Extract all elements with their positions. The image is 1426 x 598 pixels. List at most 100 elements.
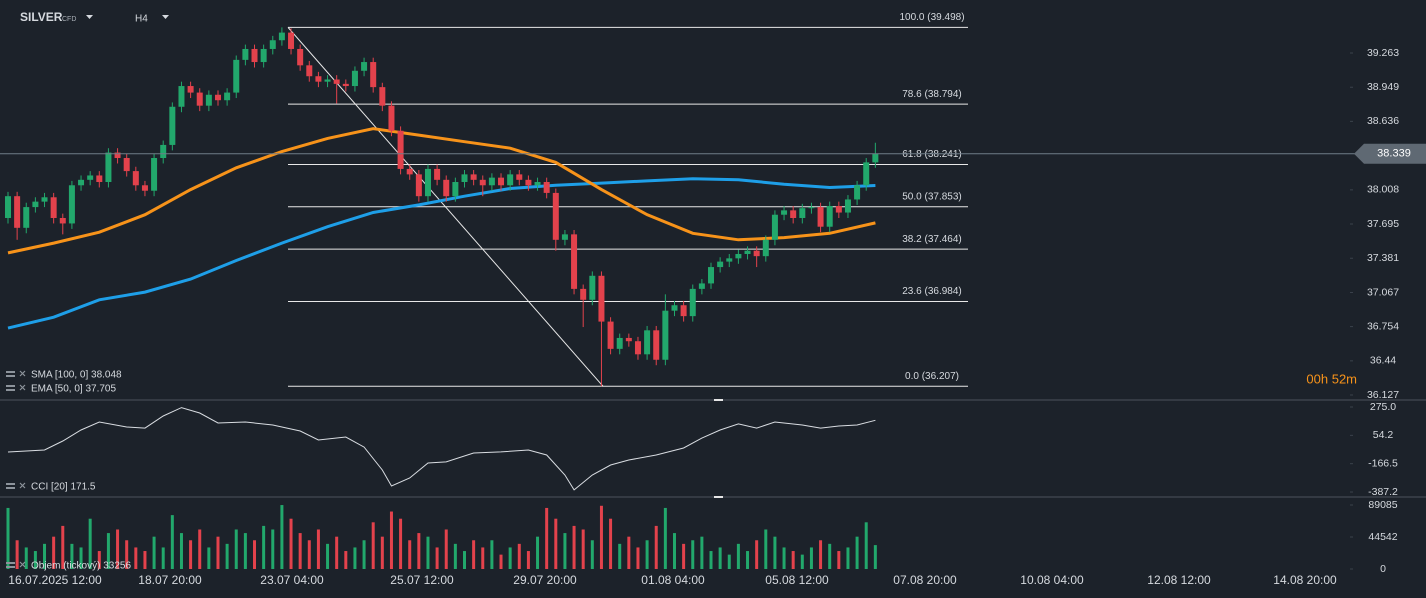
y-tick-label: 38.636	[1367, 115, 1399, 127]
candle-body	[214, 94, 221, 101]
candle-body	[50, 197, 57, 218]
dropdown-arrow[interactable]	[162, 15, 169, 19]
candle-body	[434, 168, 441, 180]
legend-icon	[6, 385, 15, 387]
candle-body	[488, 177, 495, 186]
volume-bar	[618, 543, 622, 569]
candle-body	[662, 310, 669, 360]
fib-label: 0.0 (36.207)	[905, 371, 959, 382]
volume-bar	[253, 540, 257, 569]
y-tick-label: 89085	[1368, 499, 1397, 511]
candle-body	[625, 337, 632, 342]
legend-close	[19, 384, 26, 391]
x-tick-label: 18.07 20:00	[138, 573, 202, 587]
volume-bar	[864, 522, 868, 569]
candle-body	[452, 182, 459, 197]
volume-bar	[809, 547, 813, 569]
volume-bar	[463, 551, 466, 569]
legend-icon	[6, 389, 15, 391]
candle-body	[370, 62, 377, 88]
symbol-selector[interactable]: SILVER CFD	[20, 10, 93, 24]
candle-body	[87, 175, 94, 180]
candle-body	[634, 341, 641, 355]
candle-body	[361, 62, 368, 71]
candle-body	[269, 40, 276, 49]
last-price-label: 38.339	[1377, 148, 1411, 160]
candle-body	[507, 174, 514, 186]
volume-bar	[271, 529, 275, 569]
volume-bar	[298, 533, 302, 569]
candle-body	[278, 32, 285, 41]
candle-body	[689, 288, 696, 317]
volume-bar	[116, 529, 120, 569]
candle-timer: 00h 52m	[1306, 371, 1357, 386]
indicator-line	[7, 127, 876, 255]
pane-handle[interactable]	[714, 496, 723, 498]
symbol[interactable]: SILVER	[20, 10, 63, 24]
y-tick-label: 36.127	[1367, 389, 1399, 401]
candle-body	[790, 210, 797, 218]
volume-bar	[526, 551, 530, 569]
legend-icon	[6, 566, 15, 568]
volume-bar	[289, 518, 293, 569]
candle-body	[424, 168, 431, 197]
volume-bar	[764, 529, 768, 569]
candle-body	[105, 152, 112, 183]
volume-bar	[563, 533, 567, 569]
legend-icon	[6, 483, 15, 485]
y-tick-label: -166.5	[1368, 457, 1398, 469]
dropdown-arrow[interactable]	[86, 15, 93, 19]
candle-body	[324, 79, 331, 82]
volume-bar	[6, 507, 10, 569]
pane-handle[interactable]	[714, 399, 723, 401]
legend-close	[19, 370, 26, 377]
volume-bar	[791, 551, 795, 569]
candle-body	[242, 48, 249, 60]
candle-body	[23, 207, 30, 228]
volume-bar	[599, 505, 603, 569]
timeframe[interactable]: H4	[135, 14, 148, 25]
volume-bar	[179, 533, 183, 569]
volume-bar	[682, 543, 686, 569]
volume-bar	[234, 529, 238, 569]
candle-body	[498, 177, 505, 186]
volume-bar	[52, 536, 56, 569]
x-tick-label: 10.08 04:00	[1020, 573, 1084, 587]
legend-icon	[6, 371, 15, 373]
candle-body	[616, 337, 623, 349]
volume-bar	[636, 547, 640, 569]
volume-bar	[33, 551, 37, 569]
candle-body	[826, 205, 833, 227]
candle-body	[644, 330, 651, 355]
legend-close	[19, 561, 26, 568]
volume-bar	[198, 529, 202, 569]
volume-bar	[125, 540, 129, 569]
candle-body	[78, 179, 85, 186]
volume-bar	[517, 543, 521, 569]
candle-body	[708, 267, 715, 284]
volume-bar	[700, 536, 704, 569]
volume-bar	[746, 551, 750, 569]
volume-bar	[417, 533, 421, 569]
candle-body	[169, 106, 176, 145]
timeframe-selector[interactable]: H4	[135, 14, 169, 25]
candle-body	[224, 92, 231, 101]
volume-bar	[426, 536, 430, 569]
volume-bar	[508, 547, 512, 569]
volume-bar	[472, 540, 476, 569]
volume-bar	[718, 547, 722, 569]
candle-body	[288, 32, 295, 49]
volume-bar	[70, 543, 74, 569]
indicator-line	[7, 177, 876, 330]
indicator-line	[7, 407, 876, 491]
fib-label: 100.0 (39.498)	[899, 12, 964, 23]
candle-body	[260, 48, 267, 63]
volume-bar	[672, 533, 676, 569]
fib-trend-line	[287, 27, 604, 387]
volume-bar	[307, 540, 311, 569]
volume-bar	[444, 529, 448, 569]
candle-body	[187, 86, 194, 93]
symbol-type[interactable]: CFD	[62, 16, 76, 23]
